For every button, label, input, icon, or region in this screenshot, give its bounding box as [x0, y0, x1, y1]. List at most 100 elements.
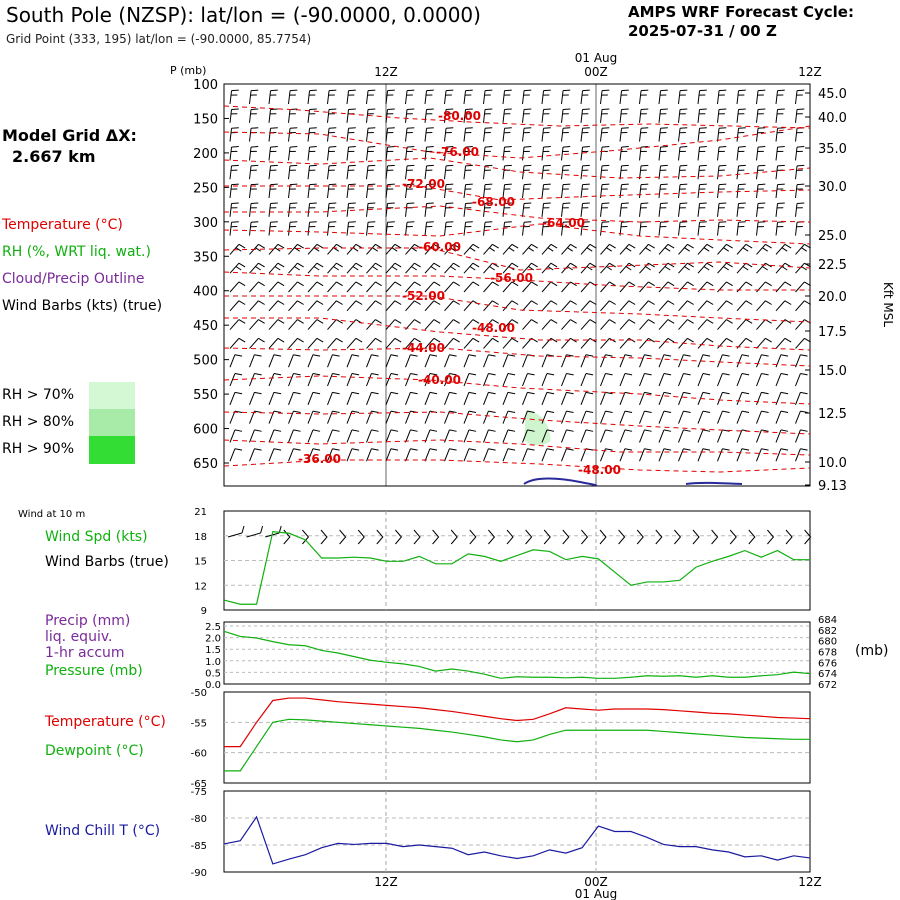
wind-barb [600, 410, 613, 424]
barb-shaft [775, 300, 786, 312]
barb-shaft [717, 429, 723, 443]
barb-flag [628, 300, 636, 305]
wind-barb [483, 243, 499, 255]
barb-shaft [463, 147, 467, 161]
barb-flag [484, 150, 491, 153]
barb-flag [289, 221, 298, 223]
barb-shaft [502, 244, 513, 255]
barb-shaft [483, 410, 489, 424]
wind-barb-10m [376, 529, 384, 545]
barb-flag [367, 202, 376, 204]
barb-flag [316, 243, 324, 249]
precip-label-3: 1-hr accum [45, 645, 125, 661]
wind-barb [405, 373, 418, 387]
barb-shaft [736, 300, 747, 312]
wind-barb [444, 410, 457, 424]
barb-flag [394, 319, 402, 324]
barb-flag [231, 146, 239, 148]
barb-shaft [717, 448, 723, 462]
wind-barb [366, 429, 379, 443]
barb-shaft [229, 128, 233, 142]
barb-flag [465, 183, 473, 186]
wind-barb [561, 89, 571, 105]
rh70-label: RH > 70% [2, 387, 75, 403]
barb-flag [430, 266, 437, 271]
barb-shaft [307, 109, 311, 123]
wind-barb [502, 448, 516, 462]
wind-barb [678, 300, 694, 312]
barb-flag [543, 89, 551, 92]
wind-barb [249, 146, 259, 161]
barb-flag [309, 146, 317, 148]
wind-barb [483, 202, 493, 217]
wind-barb [639, 183, 649, 199]
isotherm-label: -60.00 [418, 240, 461, 254]
barb-shaft [600, 203, 603, 217]
wind-barb [229, 337, 246, 349]
wind-barb [444, 164, 454, 180]
barb-flag [780, 354, 789, 357]
barb-shaft [268, 319, 279, 330]
wind-barb [658, 127, 668, 142]
barb-flag [348, 169, 355, 171]
wind-barb [405, 183, 415, 199]
barb-flag [777, 226, 784, 228]
barb-flag [453, 337, 460, 343]
barb-shaft [307, 429, 314, 443]
barb-flag [726, 281, 733, 287]
barb-flag [484, 188, 491, 190]
barb-shaft [444, 392, 450, 405]
wind10-title: Wind at 10 m [18, 509, 86, 520]
barb-shaft [795, 319, 805, 330]
barb-flag [605, 391, 613, 395]
barb-flag [258, 300, 265, 305]
wind-barb [561, 319, 577, 330]
barb-flag [804, 319, 811, 324]
barb-flag [605, 429, 613, 432]
barb-flag [511, 281, 519, 287]
wind-barb [756, 202, 766, 217]
wind-barb [463, 373, 477, 387]
wind-barb [756, 164, 766, 180]
barb-shaft [561, 109, 564, 123]
barb-flag [761, 373, 769, 376]
wind-barb [229, 410, 243, 424]
wind-barb [307, 391, 321, 405]
barb-flag [332, 448, 340, 451]
wind-barb [307, 202, 317, 217]
barb-shaft [307, 262, 318, 274]
barb-shaft [366, 147, 369, 161]
barb-flag [511, 319, 519, 324]
wind-barb [424, 243, 441, 255]
date-label-top: 01 Aug [575, 51, 618, 65]
barb-flag [410, 429, 418, 432]
barb-flag [527, 391, 535, 395]
barb-flag [628, 281, 636, 287]
barb-flag [687, 337, 694, 343]
barb-flag [601, 108, 610, 110]
barb-flag [277, 300, 285, 305]
barb-flag [250, 132, 257, 134]
barb-flag [796, 113, 803, 115]
barb-flag [640, 127, 649, 129]
barb-flag [394, 281, 402, 287]
barb-shaft [444, 244, 454, 255]
wind-barb [307, 89, 317, 105]
barb-shaft [424, 354, 431, 368]
wind-barb [424, 164, 434, 180]
barb-flag [449, 354, 457, 357]
wind-barb [346, 89, 356, 105]
wind-barb [385, 391, 399, 405]
barb-shaft [385, 338, 396, 349]
barb-flag [800, 354, 808, 357]
wind-barb [385, 281, 402, 293]
barb-shaft [502, 319, 513, 330]
barb-flag [562, 127, 571, 129]
wind-barb [327, 319, 343, 330]
barb-flag [332, 354, 340, 357]
wind-barb [229, 127, 239, 142]
height-tick-label: 40.0 [818, 111, 847, 126]
barb-shaft [717, 281, 727, 293]
wind-barb [522, 243, 538, 255]
barb-flag [445, 207, 452, 209]
